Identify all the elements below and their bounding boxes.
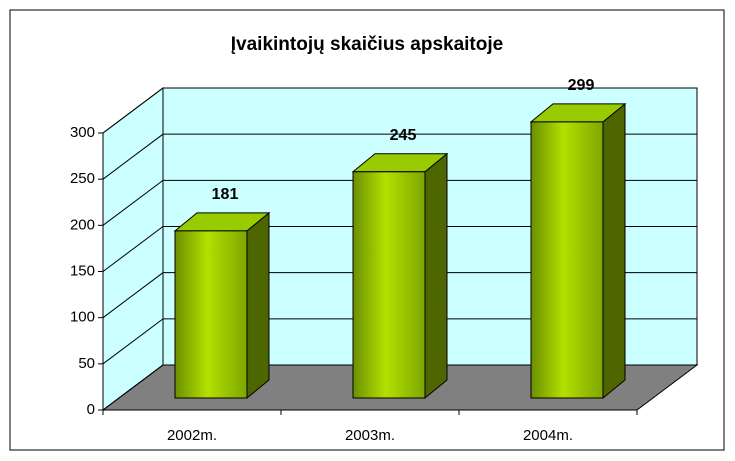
y-tick-label: 50	[78, 355, 95, 372]
x-tick-label: 2002m.	[167, 427, 217, 444]
bar	[174, 230, 248, 399]
value-label: 245	[390, 127, 417, 144]
bar-side	[602, 102, 626, 400]
grid-line	[102, 133, 697, 180]
value-label: 181	[212, 186, 239, 203]
y-tick-label: 300	[70, 124, 95, 141]
bar-side	[424, 152, 448, 400]
y-tick-label: 150	[70, 262, 95, 279]
grid-line	[102, 179, 697, 226]
x-tick-label: 2004m.	[523, 427, 573, 444]
y-tick-label: 250	[70, 170, 95, 187]
grid-line	[102, 364, 697, 411]
y-tick-label: 0	[87, 401, 95, 418]
y-tick-label: 100	[70, 309, 95, 326]
bar-side	[246, 211, 270, 400]
grid-line	[102, 272, 697, 319]
grid-line	[102, 318, 697, 365]
chart-title: Įvaikintojų skaičius apskaitoje	[231, 34, 503, 55]
y-tick-label: 200	[70, 216, 95, 233]
grid-line	[102, 87, 697, 134]
bar	[530, 121, 604, 399]
x-tick-label: 2003m.	[345, 427, 395, 444]
value-label: 299	[568, 77, 595, 94]
grid-line	[102, 226, 697, 272]
bar	[352, 171, 426, 399]
